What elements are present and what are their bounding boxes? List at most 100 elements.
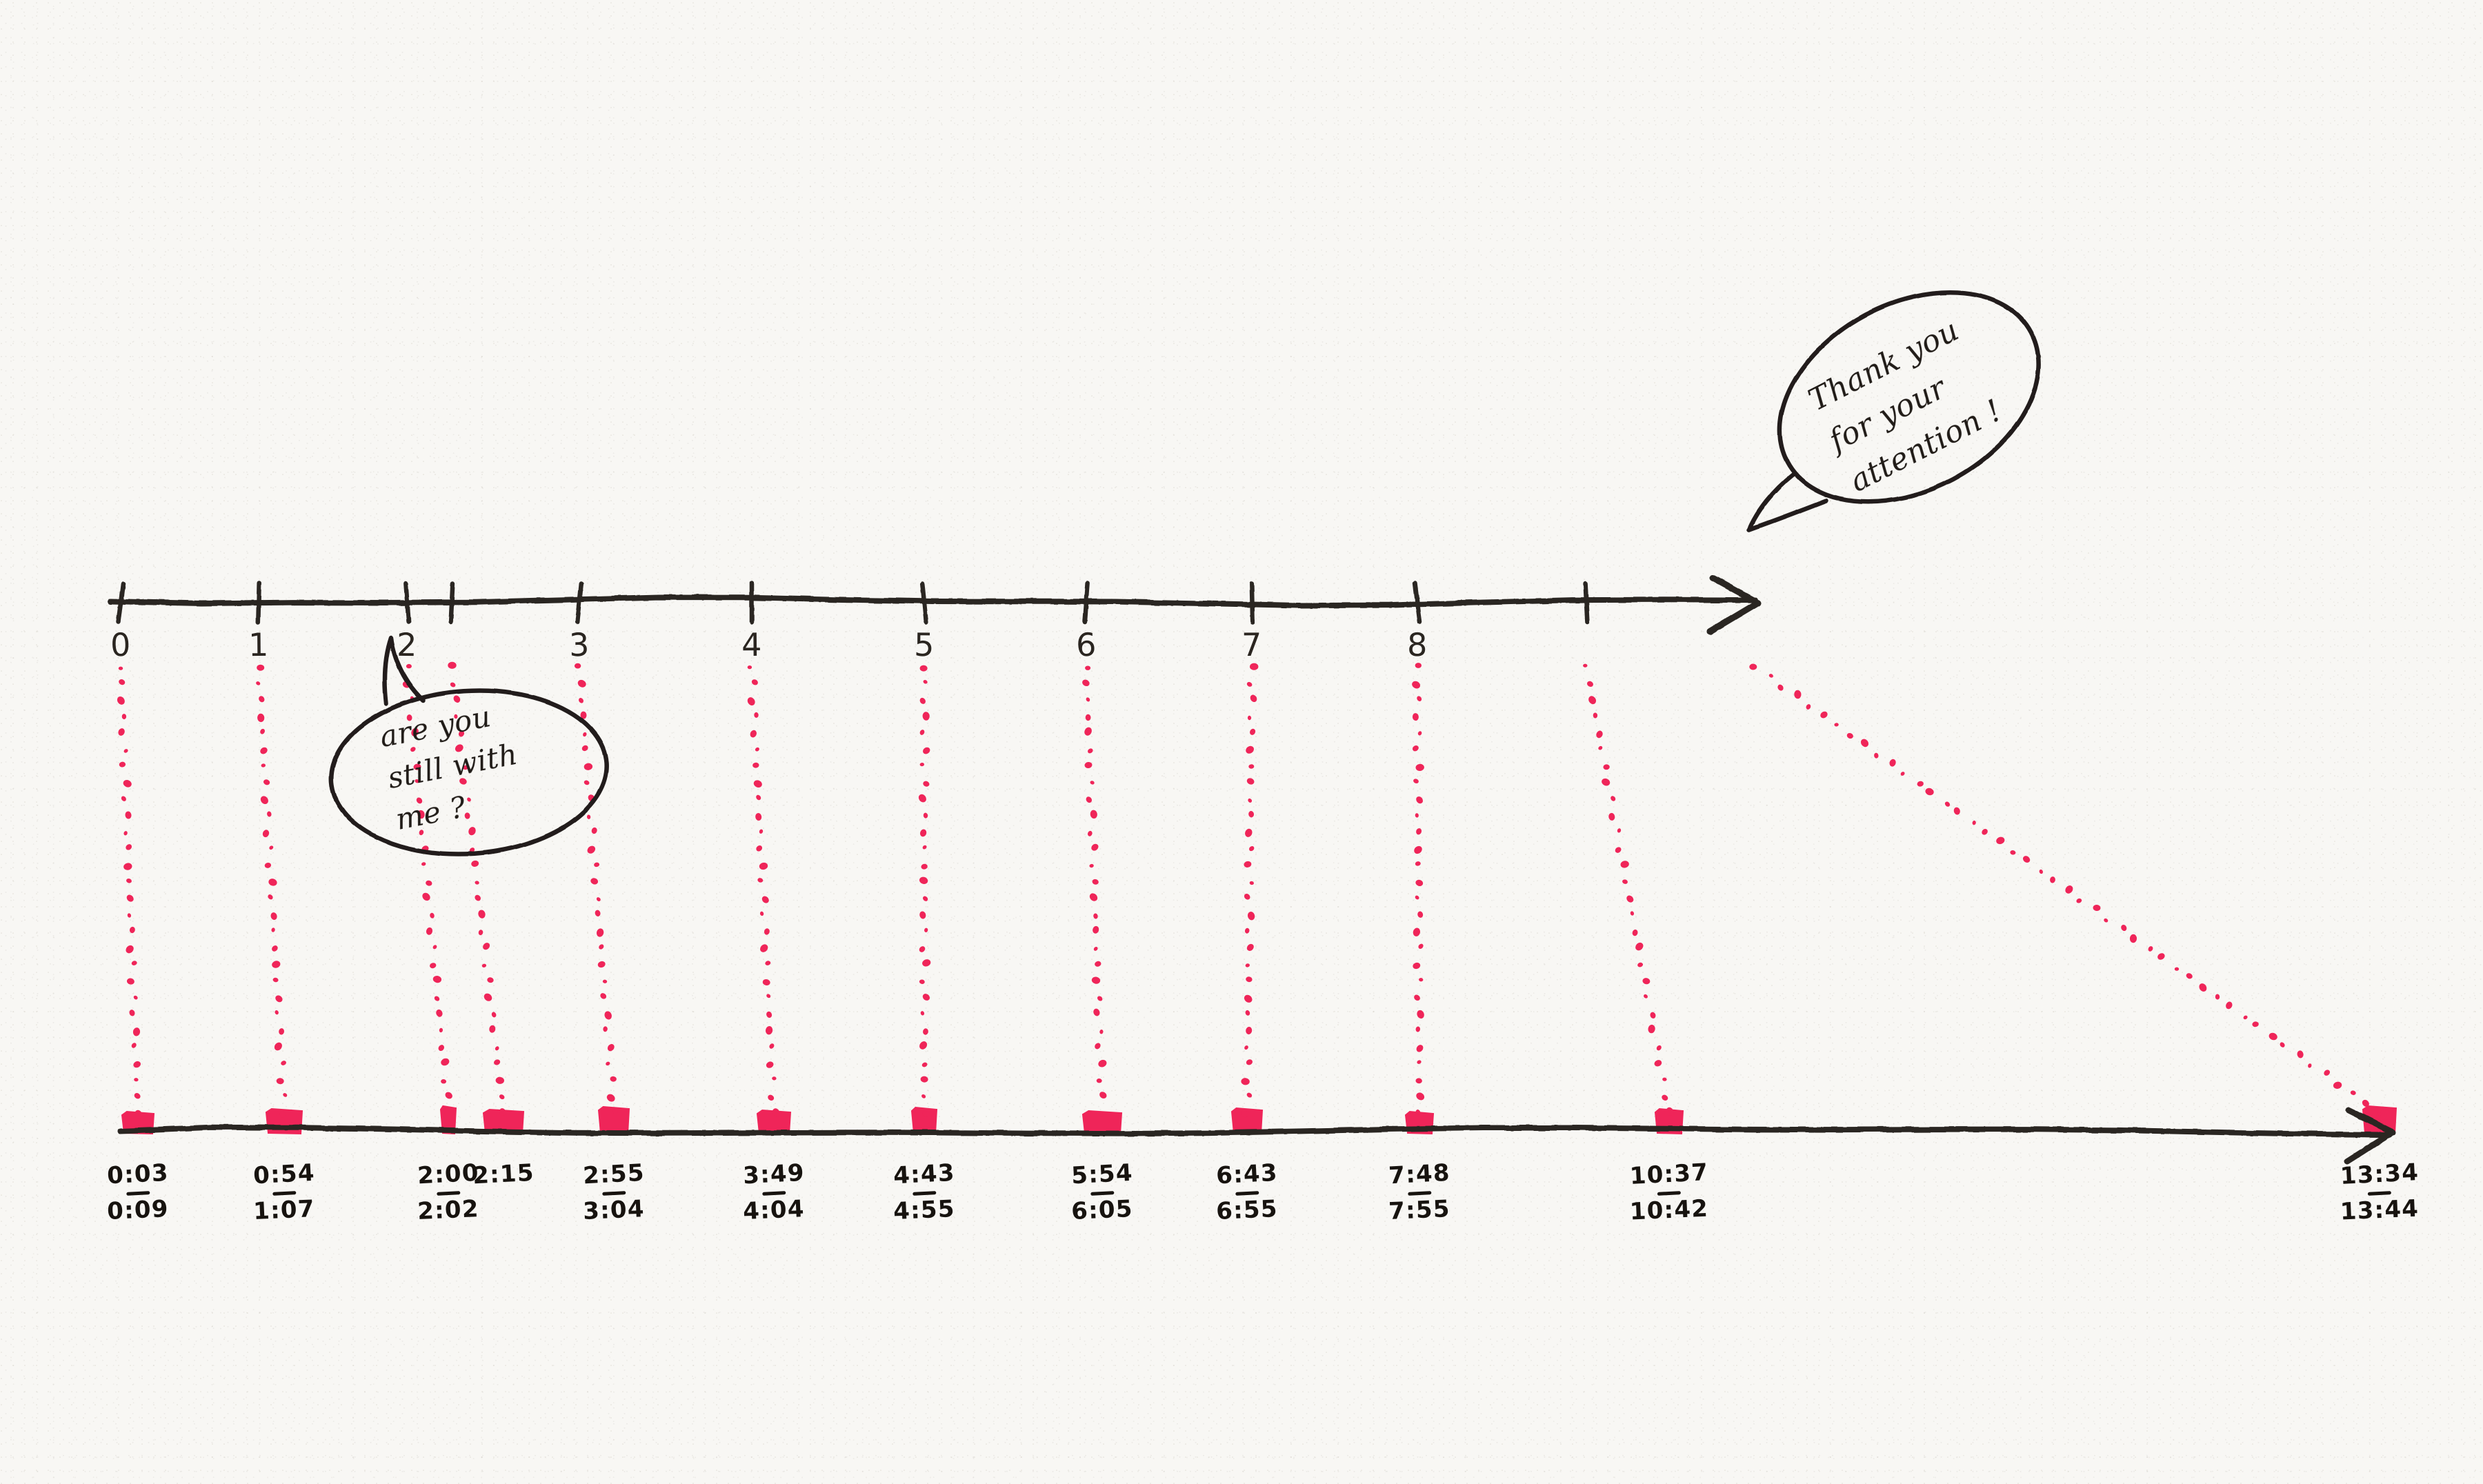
connector-dot: [760, 944, 768, 952]
connector-dot: [574, 663, 581, 669]
connector-dot: [439, 1027, 443, 1033]
connector-dot: [587, 845, 596, 854]
connector-dot: [1593, 712, 1598, 719]
connector-dot: [271, 928, 275, 932]
connector-dot: [920, 1011, 925, 1016]
range-dash: [1657, 1190, 1682, 1196]
connector-dot: [468, 827, 476, 836]
connector-dot: [267, 811, 272, 817]
time-end: 0:09: [106, 1194, 170, 1225]
time-end: 13:44: [2340, 1194, 2420, 1225]
connector-dot: [123, 780, 132, 788]
connector-dot: [1097, 996, 1103, 1001]
dotted-connector: [1412, 663, 1425, 1115]
connector-dot: [755, 813, 762, 821]
connector-dot: [1416, 828, 1422, 835]
connector-dot: [2324, 1070, 2331, 1076]
connector-dot: [2157, 953, 2165, 960]
connector-dot: [1249, 881, 1254, 885]
connector-dot: [272, 977, 279, 983]
connector-dot: [1416, 1092, 1425, 1101]
connector-dot: [256, 681, 261, 685]
connector-dot: [2268, 1032, 2277, 1041]
connector-dot: [1583, 663, 1588, 668]
connector-dot: [759, 862, 768, 870]
top-axis-tick-number: 1: [248, 625, 270, 664]
connector-dot: [1245, 828, 1253, 837]
connector-dot: [1414, 994, 1420, 1001]
connector-dot: [495, 1076, 504, 1084]
connector-dot: [416, 797, 423, 804]
connector-dot: [1749, 663, 1757, 670]
top-axis-tick: [448, 581, 455, 625]
connector-dot: [919, 762, 924, 767]
connector-dot: [489, 1025, 496, 1033]
connector-dot: [581, 745, 588, 752]
connector-dot: [579, 698, 584, 703]
connector-dot: [1244, 994, 1253, 1003]
connector-dot: [1248, 811, 1255, 818]
time-end: 10:42: [1629, 1194, 1709, 1225]
connector-dot: [591, 827, 597, 834]
connector-dot: [1085, 714, 1091, 721]
range-dash: [2367, 1190, 2392, 1196]
connector-dot: [2377, 1112, 2382, 1116]
connector-dot: [2065, 885, 2073, 894]
range-dash: [761, 1190, 786, 1196]
connector-dot: [117, 696, 125, 705]
connector-dot: [757, 878, 764, 883]
connector-dot: [1246, 943, 1254, 951]
connector-dot: [1095, 1043, 1101, 1050]
time-range-label: 0:54 1:07: [252, 1159, 316, 1225]
connector-dot: [406, 663, 412, 669]
red-mark-block: [1230, 1107, 1264, 1135]
top-axis-tick-number: 0: [110, 625, 132, 664]
time-start: 13:34: [2339, 1159, 2420, 1190]
connector-dot: [260, 728, 265, 734]
top-axis-tick-number: 6: [1075, 625, 1097, 664]
connector-dot: [919, 946, 926, 952]
connector-dot: [448, 661, 457, 669]
connector-dot: [1768, 674, 1773, 678]
connector-dot: [1248, 798, 1253, 803]
connector-dot: [422, 892, 430, 901]
connector-dot: [2215, 994, 2220, 1000]
connector-dot: [1654, 1060, 1662, 1067]
connector-dot: [453, 695, 461, 703]
connector-dot: [2186, 973, 2193, 979]
connector-dot: [455, 744, 463, 752]
connector-dot: [123, 831, 128, 836]
time-start: 5:54: [1070, 1159, 1134, 1190]
time-end: 1:07: [252, 1194, 316, 1225]
range-dash: [1407, 1190, 1432, 1196]
connector-dot: [1095, 961, 1101, 967]
connector-dot: [1090, 781, 1095, 785]
connector-dot: [1091, 976, 1101, 984]
connector-dot: [464, 812, 470, 819]
connector-dot: [755, 747, 759, 752]
connector-dot: [133, 995, 138, 1000]
connector-dot: [1413, 779, 1419, 784]
connector-dot: [279, 1028, 285, 1035]
connector-dot: [1092, 879, 1099, 885]
connector-dot: [1419, 978, 1424, 982]
connector-dot: [923, 747, 930, 754]
time-range-label: 2:55 3:04: [582, 1159, 645, 1225]
connector-dot: [2362, 1099, 2369, 1107]
connector-dot: [410, 747, 416, 752]
time-range-label: 2:00 2:02: [417, 1159, 479, 1225]
top-axis-tick: [1413, 581, 1422, 625]
connector-dot: [2308, 1063, 2312, 1068]
connector-dot: [487, 977, 494, 983]
connector-dot: [2174, 967, 2180, 971]
time-range-label: 6:43 6:55: [1215, 1159, 1278, 1225]
time-range-label: 3:49 4:04: [742, 1159, 805, 1225]
connector-dot: [2333, 1081, 2342, 1089]
connector-dot: [1972, 820, 1976, 825]
connector-dot: [467, 797, 471, 802]
connector-dot: [1245, 1010, 1250, 1016]
connector-dot: [1099, 1092, 1107, 1099]
connector-dot: [1093, 913, 1098, 919]
top-axis-tick-number: 3: [568, 625, 590, 664]
connector-dot: [2350, 1090, 2356, 1095]
